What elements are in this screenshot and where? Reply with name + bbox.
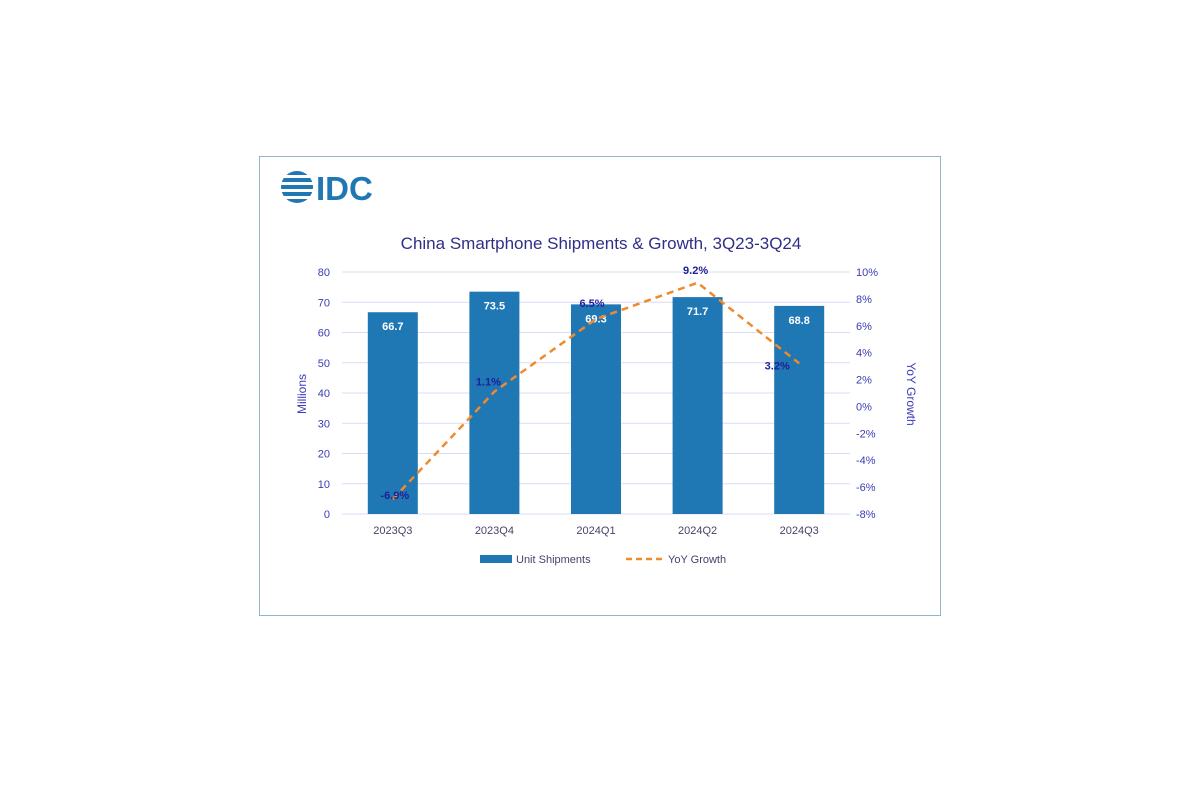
chart-frame: IDC China Smartphone Shipments & Growth,… — [259, 156, 941, 616]
bar-value-label: 71.7 — [687, 306, 708, 318]
y2-tick-label: -2% — [856, 428, 876, 440]
legend-swatch-bar — [480, 555, 512, 563]
bar — [367, 312, 418, 514]
y2-tick-label: -8% — [856, 509, 876, 521]
y2-tick-label: -4% — [856, 455, 876, 467]
y-tick-label: 20 — [318, 449, 330, 461]
x-tick-label: 2024Q3 — [780, 525, 819, 537]
y-axis-label: Millions — [295, 374, 309, 414]
left-axis-ticks: 0 10 20 30 40 50 60 70 80 — [318, 267, 330, 521]
growth-point-label: 9.2% — [683, 265, 708, 277]
y-tick-label: 60 — [318, 328, 330, 340]
chart-title: China Smartphone Shipments & Growth, 3Q2… — [401, 234, 802, 253]
logo-text: IDC — [316, 170, 373, 207]
bar — [672, 297, 723, 514]
x-tick-label: 2024Q1 — [576, 525, 615, 537]
right-axis-ticks: -8% -6% -4% -2% 0% 2% 4% 6% 8% 10% — [856, 267, 878, 521]
y2-tick-label: -6% — [856, 482, 876, 494]
x-tick-label: 2024Q2 — [678, 525, 717, 537]
legend-label-line: YoY Growth — [668, 554, 726, 566]
y2-tick-label: 2% — [856, 375, 872, 387]
legend: Unit Shipments YoY Growth — [480, 554, 726, 566]
bar — [571, 304, 621, 514]
x-tick-label: 2023Q3 — [373, 525, 412, 537]
y-tick-label: 10 — [318, 479, 330, 491]
bar-series: 66.773.569.371.768.8 — [367, 291, 825, 514]
growth-point-label: -6.9% — [380, 490, 409, 502]
bar-value-label: 66.7 — [382, 321, 403, 333]
line-series: -6.9% 1.1% 6.5% 9.2% 3.2% — [380, 265, 800, 502]
y2-tick-label: 6% — [856, 321, 872, 333]
globe-icon — [281, 171, 313, 203]
y-tick-label: 30 — [318, 418, 330, 430]
bar — [774, 305, 825, 514]
bar — [469, 291, 520, 514]
x-axis-ticks: 2023Q3 2023Q4 2024Q1 2024Q2 2024Q3 — [373, 525, 819, 537]
y-tick-label: 80 — [318, 267, 330, 279]
growth-point-label: 1.1% — [476, 377, 501, 389]
combo-chart: China Smartphone Shipments & Growth, 3Q2… — [295, 234, 918, 566]
y-tick-label: 70 — [318, 297, 330, 309]
y2-tick-label: 4% — [856, 348, 872, 360]
y-tick-label: 0 — [324, 509, 330, 521]
y-tick-label: 50 — [318, 358, 330, 370]
growth-line — [391, 281, 800, 501]
idc-logo: IDC — [278, 167, 398, 207]
y-tick-label: 40 — [318, 388, 330, 400]
y2-axis-label: YoY Growth — [904, 362, 918, 425]
bar-value-label: 68.8 — [788, 315, 809, 327]
y2-tick-label: 0% — [856, 401, 872, 413]
bar-value-label: 73.5 — [484, 301, 505, 313]
growth-point-label: 6.5% — [579, 298, 604, 310]
legend-label-bar: Unit Shipments — [516, 554, 591, 566]
growth-point-label: 3.2% — [765, 360, 790, 372]
y2-tick-label: 10% — [856, 267, 878, 279]
y2-tick-label: 8% — [856, 294, 872, 306]
x-tick-label: 2023Q4 — [475, 525, 514, 537]
